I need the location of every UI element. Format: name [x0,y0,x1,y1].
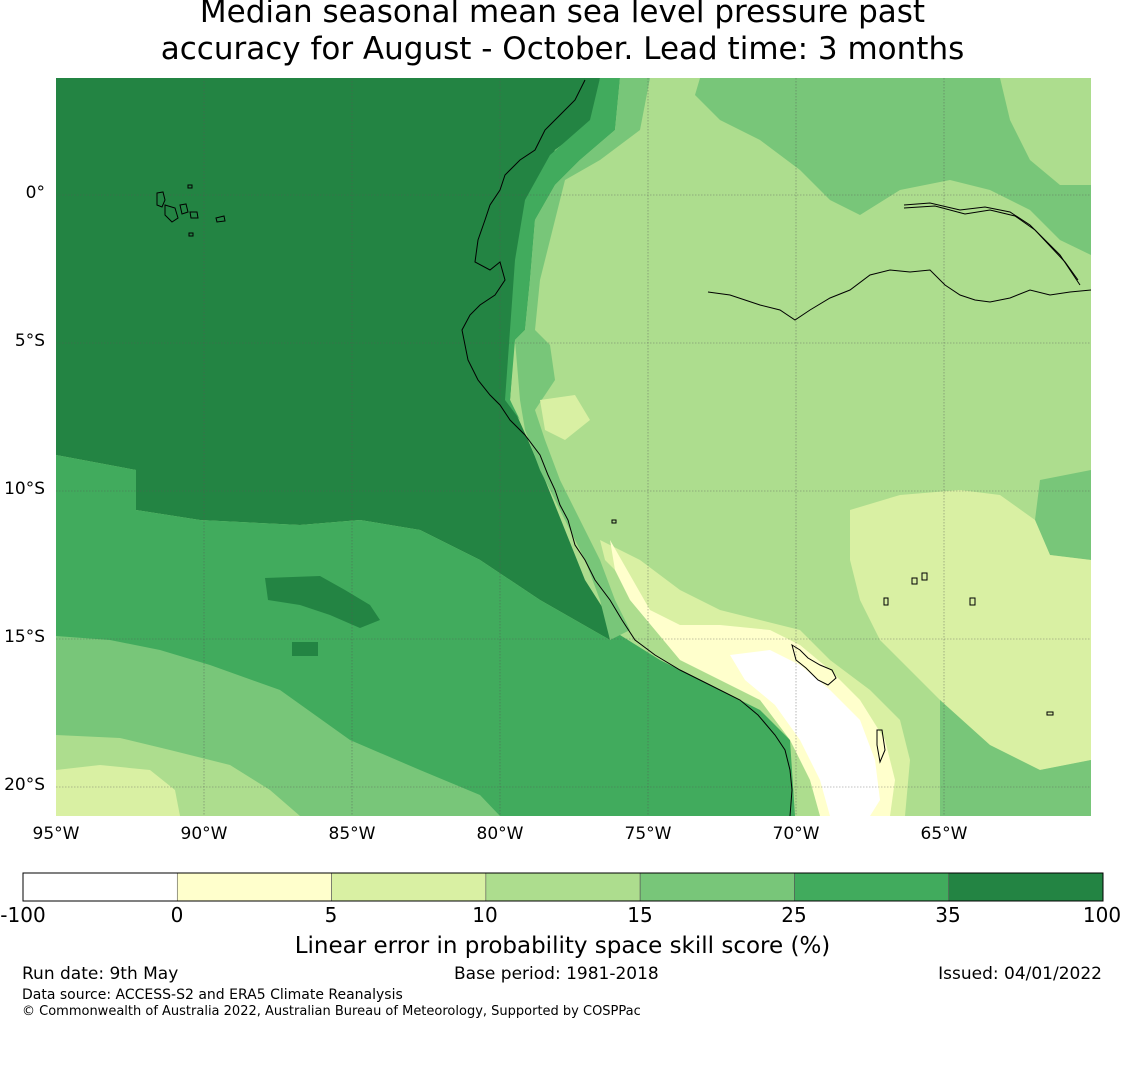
region-coast-5-10 [540,395,590,440]
colorbar [22,872,1104,902]
region-patch-35-100-b [292,642,318,656]
lon-tick-label: 95°W [32,824,80,844]
lon-tick-label: 75°W [624,824,672,844]
colorbar-segment [331,872,487,902]
colorbar-segment [639,872,795,902]
colorbar-frame [22,872,1104,902]
base-period: Base period: 1981-2018 [454,964,659,984]
lon-tick-label: 80°W [476,824,524,844]
lon-tick-label: 65°W [920,824,968,844]
copyright-notice: © Commonwealth of Australia 2022, Austra… [22,1004,641,1019]
lat-tick-label: 0° [25,183,45,203]
region-patch-35-100 [265,576,380,628]
colorbar-tick-label: 0 [170,903,184,927]
region-ocean-5-10-sw [56,765,180,816]
colorbar-tick-label: -100 [0,903,46,927]
region-coast-15-25 [515,78,650,640]
lat-tick-label: 5°S [14,331,45,351]
galapagos-islands [156,184,226,237]
lon-tick-label: 70°W [772,824,820,844]
region-lt0 [730,650,880,816]
colorbar-tick-label: 15 [627,903,653,927]
region-interior-5-10 [850,490,1091,770]
colorbar-segment [176,872,332,902]
colorbar-tick-label: 35 [935,903,961,927]
colorbar-label: Linear error in probability space skill … [294,933,831,959]
coastline-south-america [461,79,793,816]
title-line-1: Median seasonal mean sea level pressure … [199,0,926,30]
colorbar-tick-label: 5 [324,903,338,927]
lon-tick-label: 85°W [328,824,376,844]
lat-tick-label: 20°S [4,775,45,795]
small-lakes [611,519,1054,764]
lon-tick-label: 90°W [180,824,228,844]
title-line-2: accuracy for August - October. Lead time… [160,31,965,67]
colorbar-segment [948,872,1104,902]
colorbar-tick-label: 10 [472,903,498,927]
region-ne-15-25 [695,78,1091,255]
amazon-river [707,269,1091,321]
map-title: Median seasonal mean sea level pressure … [0,0,1125,68]
region-east-15-25 [1035,470,1091,560]
colorbar-tick-label: 25 [781,903,807,927]
colorbar-tick-label: 100 [1082,903,1122,927]
skill-map [56,78,1091,816]
colorbar-segment [485,872,641,902]
lake-titicaca [791,643,837,686]
data-source: Data source: ACCESS-S2 and ERA5 Climate … [22,987,403,1003]
lat-tick-label: 10°S [4,479,45,499]
issued-date: Issued: 04/01/2022 [938,964,1102,984]
region-ne-10-15-patch [1000,78,1091,185]
graticule [56,78,1091,816]
lat-tick-label: 15°S [4,627,45,647]
amazon-river-branch-b [903,205,1079,281]
colorbar-segment [22,872,178,902]
region-coast-25-35 [505,78,620,420]
colorbar-segment [794,872,950,902]
run-date: Run date: 9th May [22,964,179,984]
